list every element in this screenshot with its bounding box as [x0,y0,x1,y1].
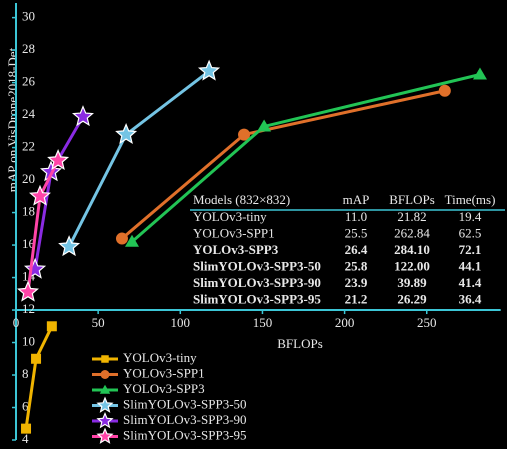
marker [29,184,51,206]
legend-label: YOLOv3-tiny [123,350,197,365]
marker [17,280,39,302]
y-tick-label: 8 [22,366,29,381]
table-cell: 262.84 [394,225,430,240]
y-tick-label: 6 [22,398,29,413]
marker [115,123,138,144]
table-cell: 25.5 [345,225,368,240]
legend-marker [96,427,114,444]
table-cell: 41.4 [459,275,482,290]
marker [238,128,251,141]
legend-marker [96,396,114,413]
legend-label: SlimYOLOv3-SPP3-95 [123,427,247,442]
table-header: mAP [343,192,370,207]
table-cell: 72.1 [459,242,482,257]
y-tick-label: 30 [22,9,35,24]
table-cell: YOLOv3-SPP1 [193,225,275,240]
legend-marker [101,355,109,363]
y-tick-label: 18 [22,204,35,219]
marker [197,59,221,81]
y-tick-label: 24 [22,106,36,121]
table-cell: 19.4 [459,209,482,224]
table-cell: YOLOv3-SPP3 [193,242,279,257]
table-cell: 25.8 [345,258,368,273]
x-tick-label: 200 [335,315,355,330]
table-cell: SlimYOLOv3-SPP3-50 [193,258,321,273]
marker [23,257,47,279]
y-tick-label: 12 [22,301,35,316]
table-cell: 21.2 [345,291,368,306]
marker [257,119,272,132]
table-cell: SlimYOLOv3-SPP3-90 [193,275,321,290]
x-tick-label: 0 [13,315,20,330]
table-cell: 26.4 [345,242,368,257]
y-tick-label: 20 [22,171,35,186]
marker [31,353,42,364]
marker [124,234,139,247]
legend-label: SlimYOLOv3-SPP3-50 [123,396,247,411]
table-cell: 11.0 [345,209,367,224]
y-tick-label: 26 [22,74,36,89]
legend-label: SlimYOLOv3-SPP3-90 [123,412,247,427]
table-cell: SlimYOLOv3-SPP3-95 [193,291,321,306]
marker [58,235,81,257]
table-cell: YOLOv3-tiny [193,209,267,224]
table-cell: 62.5 [459,225,482,240]
marker [71,105,94,127]
table-header: BFLOPs [389,192,435,207]
legend-marker [96,411,114,429]
x-tick-label: 150 [253,315,273,330]
table-header: Time(ms) [445,192,496,207]
y-tick-label: 4 [22,431,29,446]
table-cell: 44.1 [459,258,482,273]
marker [115,232,128,245]
legend-marker [100,370,110,379]
table-cell: 39.89 [397,275,427,290]
x-axis-label: BFLOPs [277,336,323,351]
marker [46,321,57,332]
legend-marker [99,384,111,394]
marker [438,84,451,97]
marker [21,423,32,434]
y-tick-label: 22 [22,139,35,154]
legend-label: YOLOv3-SPP1 [123,365,205,380]
table-cell: 23.9 [345,275,368,290]
y-axis-label: mAP on VisDrone2018-Det [5,47,20,192]
y-tick-label: 10 [22,334,35,349]
table-cell: 21.82 [397,209,426,224]
x-tick-label: 100 [171,315,191,330]
table-cell: 36.4 [459,291,482,306]
x-tick-label: 50 [92,315,105,330]
table-header: Models (832×832) [193,192,290,207]
table-cell: 122.00 [394,258,430,273]
table-cell: 284.10 [394,242,430,257]
y-tick-label: 28 [22,41,35,56]
x-tick-label: 250 [417,315,437,330]
legend-label: YOLOv3-SPP3 [123,381,205,396]
marker [472,67,487,80]
marker [47,149,70,170]
table-cell: 26.29 [397,291,427,306]
